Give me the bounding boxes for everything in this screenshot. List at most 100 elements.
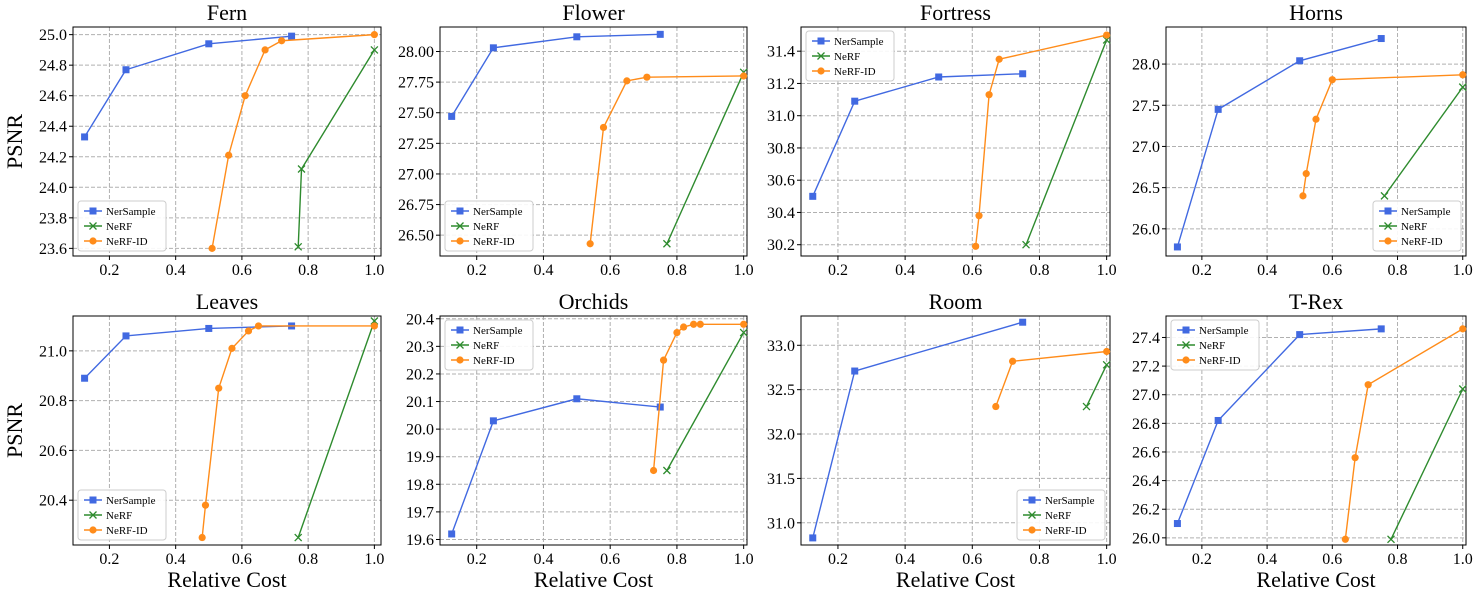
series-line (1390, 388, 1464, 540)
data-point (1380, 191, 1389, 200)
series-nerf (1022, 35, 1111, 249)
data-point (1459, 325, 1467, 333)
chart-flower: 0.2 0.4 0.6 0.8 1.0 26.50 26.75 27.00 27.25 27.50… (398, 0, 754, 279)
data-point (992, 402, 1000, 411)
series-nerf-id (649, 320, 748, 475)
y-tick-label: 24.8 (39, 58, 67, 75)
data-point (935, 73, 943, 81)
chart-title: Leaves (196, 289, 258, 314)
y-tick-label: 27.50 (398, 105, 434, 122)
legend-label: NerSample (834, 36, 884, 48)
data-point (1302, 170, 1310, 178)
y-tick-label: 20.2 (406, 366, 434, 383)
y-tick-label: 20.6 (39, 443, 67, 460)
y-tick-label: 19.7 (406, 504, 434, 521)
legend-label: NeRF (106, 221, 132, 233)
x-tick-label: 0.2 (828, 262, 848, 279)
legend-marker (456, 207, 464, 215)
legend-marker (817, 67, 825, 75)
data-point (261, 46, 269, 54)
y-tick-label: 32.0 (767, 427, 795, 444)
series-nersample (1173, 325, 1385, 528)
y-tick-label: 20.8 (39, 393, 67, 410)
data-point (1173, 243, 1181, 251)
legend-marker (1182, 341, 1190, 349)
y-tick-label: 19.9 (406, 449, 434, 466)
x-tick-label: 0.2 (1192, 551, 1212, 568)
y-tick-label: 30.2 (767, 237, 795, 254)
data-point (1341, 535, 1349, 543)
data-point (673, 328, 681, 337)
x-tick-label: 0.2 (99, 262, 119, 279)
x-tick-label: 0.4 (533, 262, 553, 279)
data-point (1458, 385, 1467, 393)
legend: NerSample NeRF NeRF-ID (1016, 489, 1106, 541)
series-nerf-id (208, 31, 378, 252)
data-point (740, 320, 748, 328)
series-line (201, 325, 375, 538)
x-tick-label: 0.4 (1257, 551, 1277, 568)
plot-frame (72, 26, 382, 257)
y-tick-label: 20.3 (406, 339, 434, 356)
x-tick-label: 0.4 (895, 551, 915, 568)
plot-frame (1165, 315, 1467, 546)
x-tick-label: 0.8 (1029, 551, 1049, 568)
y-tick-label: 24.2 (39, 149, 67, 166)
x-tick-label: 0.2 (828, 551, 848, 568)
x-tick-label: 1.0 (1453, 262, 1473, 279)
legend: NerSample NeRF NeRF-ID (1372, 200, 1462, 252)
legend-box (444, 200, 534, 252)
legend-label: NeRF (473, 221, 499, 233)
data-point (1214, 416, 1222, 424)
legend-marker (89, 207, 97, 215)
x-tick-label: 0.4 (1257, 262, 1277, 279)
series-nerf-id (972, 31, 1111, 250)
y-tick-label: 27.25 (398, 136, 434, 153)
legend: NerSample NeRF NeRF-ID (805, 30, 895, 82)
y-tick-label: 30.4 (767, 205, 795, 222)
legend-label: NeRF (473, 340, 499, 352)
legend-label: NeRF (834, 51, 860, 63)
y-tick-label: 24.6 (39, 88, 67, 105)
data-point (1364, 381, 1372, 389)
series-line (83, 35, 292, 138)
y-tick-label: 30.8 (767, 140, 795, 157)
legend-label: NeRF (1199, 340, 1225, 352)
legend-marker (89, 511, 97, 519)
legend-label: NeRF-ID (1045, 525, 1087, 537)
data-point (81, 133, 89, 141)
x-axis-label: Relative Cost (167, 567, 286, 592)
legend-marker (89, 496, 97, 504)
x-tick-label: 0.8 (1029, 262, 1049, 279)
legend-marker (456, 237, 464, 245)
x-tick-label: 1.0 (364, 262, 384, 279)
legend-label: NeRF (1401, 221, 1427, 233)
legend: NerSample NeRF NeRF-ID (444, 319, 534, 371)
y-tick-label: 27.75 (398, 75, 434, 92)
legend-marker (1028, 511, 1036, 519)
data-point (1351, 454, 1359, 462)
plot-frame (800, 315, 1111, 546)
chart-t-rex: 0.2 0.4 0.6 0.8 1.0 26.0 26.2 26.4 26.6 26.8 27.0 2… (1132, 289, 1473, 592)
y-tick-label: 25.0 (39, 27, 67, 44)
data-point (288, 32, 296, 40)
legend-box (1016, 489, 1106, 541)
legend-label: NerSample (1045, 495, 1095, 507)
legend-label: NerSample (1401, 206, 1451, 218)
series-nerf-id (1341, 325, 1467, 543)
data-point (1458, 83, 1467, 92)
x-tick-label: 1.0 (734, 262, 754, 279)
data-point (809, 192, 817, 200)
data-point (696, 320, 704, 328)
x-tick-label: 1.0 (1453, 551, 1473, 568)
data-point (573, 33, 581, 41)
legend-box (77, 200, 167, 252)
chart-title: Orchids (559, 289, 629, 314)
chart-fortress: 0.2 0.4 0.6 0.8 1.0 30.2 30.4 30.6 30.8 31.0 31.2 3… (767, 0, 1117, 279)
data-point (1377, 35, 1385, 43)
legend-marker (456, 326, 464, 334)
y-axis-label: PSNR (2, 114, 27, 169)
y-tick-label: 26.6 (1132, 444, 1160, 461)
y-tick-label: 28.00 (398, 44, 434, 61)
legend-box (1170, 319, 1260, 371)
